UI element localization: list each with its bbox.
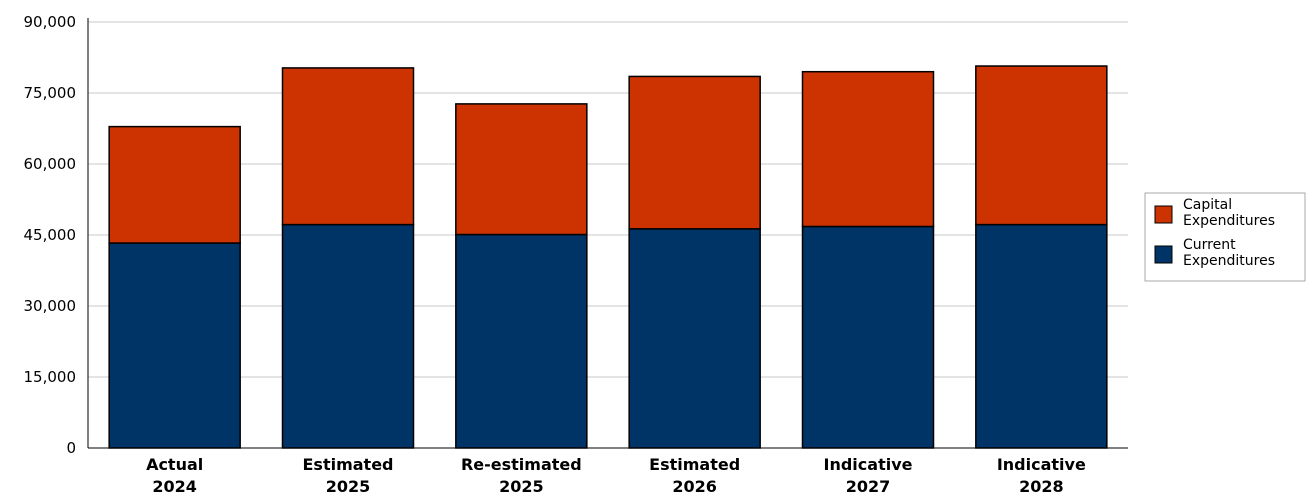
y-tick-label: 75,000 (24, 84, 77, 102)
gridlines (88, 21, 1128, 378)
y-tick-label: 15,000 (24, 368, 77, 386)
bar-capital-expenditures (455, 103, 588, 236)
bar-current-expenditures (975, 223, 1108, 449)
y-tick-label: 45,000 (24, 226, 77, 244)
legend-label: Current Expenditures (1183, 237, 1275, 269)
bar-current-expenditures (281, 223, 415, 449)
y-axis-ticks: 0 15,000 30,000 45,000 60,000 75,000 90,000 (24, 13, 77, 457)
y-tick-label: 0 (66, 439, 76, 457)
x-axis-labels: Actual 2024 Estimated 2025 Re-estimated 2025 E… (146, 455, 1086, 496)
bar-capital-expenditures (281, 67, 415, 226)
y-tick-label: 30,000 (24, 297, 77, 315)
x-tick-label: Re-estimated 2025 (461, 455, 582, 496)
y-tick-label: 90,000 (24, 13, 77, 31)
axes (87, 18, 1128, 449)
legend-box (1144, 192, 1306, 282)
legend-label: Capital Expenditures (1183, 197, 1275, 229)
bar-capital-expenditures (975, 65, 1108, 226)
x-tick-label: Estimated 2026 (649, 455, 740, 496)
bar-current-expenditures (108, 242, 241, 449)
y-tick-label: 60,000 (24, 155, 77, 173)
bars (108, 65, 1108, 449)
legend-swatch (1154, 205, 1173, 224)
bar-current-expenditures (628, 228, 761, 449)
legend: Capital Expenditures Current Expenditures (1144, 192, 1306, 282)
bar-capital-expenditures (108, 125, 241, 244)
bar-capital-expenditures (628, 75, 761, 230)
bar-capital-expenditures (801, 70, 935, 228)
bar-current-expenditures (455, 233, 588, 449)
legend-swatch (1154, 245, 1173, 264)
x-tick-label: Actual 2024 (146, 455, 203, 496)
x-tick-label: Indicative 2028 (997, 455, 1086, 496)
x-tick-label: Indicative 2027 (824, 455, 913, 496)
x-tick-label: Estimated 2025 (302, 455, 393, 496)
bar-current-expenditures (801, 225, 935, 449)
